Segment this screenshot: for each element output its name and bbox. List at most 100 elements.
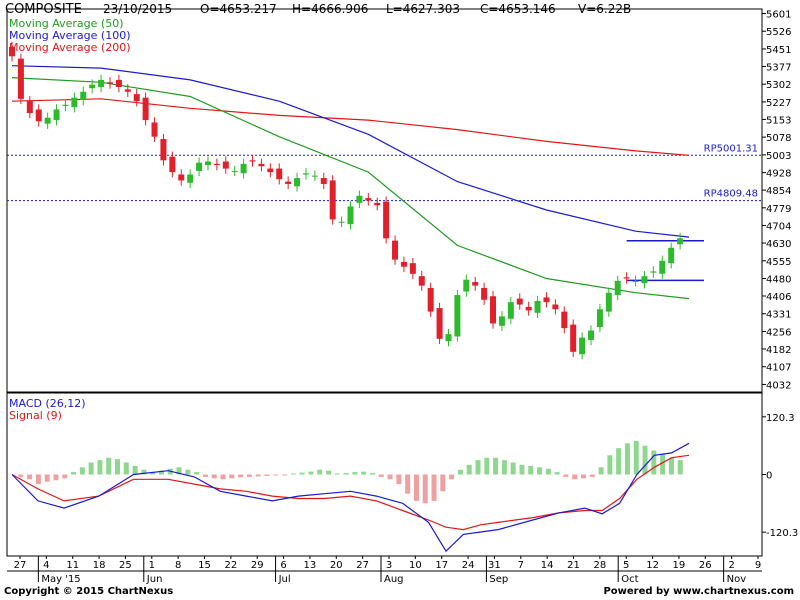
macd-histogram-bar [651, 450, 657, 475]
price-y-tick-label: 4630 [766, 239, 791, 250]
candle-body [26, 101, 33, 114]
header-low: L=4627.303 [386, 2, 460, 16]
candle-body [436, 308, 443, 339]
candle-body [445, 334, 452, 342]
macd-histogram-bar [440, 474, 446, 492]
price-y-tick-label: 5078 [766, 133, 791, 144]
macd-histogram-bar [519, 464, 525, 475]
x-tick-label: 15 [198, 560, 211, 571]
candle-body [178, 174, 185, 181]
macd-histogram-bar [528, 465, 534, 475]
macd-histogram-bar [62, 474, 68, 479]
macd-histogram-bar [88, 462, 94, 475]
macd-histogram-bar [106, 457, 112, 475]
x-tick-label: 29 [251, 560, 264, 571]
x-tick-label: 28 [593, 560, 606, 571]
candle-body [231, 170, 238, 172]
price-y-tick-label: 4256 [766, 327, 791, 338]
macd-histogram-bar [238, 474, 244, 478]
macd-histogram-bar [396, 474, 402, 485]
header-volume: V=6.22B [578, 2, 632, 16]
signal-line [11, 454, 690, 531]
candle-body [338, 221, 345, 223]
macd-histogram-bar [53, 474, 59, 481]
macd-histogram-bar [660, 454, 666, 475]
macd-histogram-bar [563, 474, 569, 477]
macd-histogram-bar [405, 474, 411, 494]
candle-body [98, 79, 105, 88]
candle-body [17, 58, 24, 99]
candle-body [454, 295, 461, 337]
candle-body [80, 91, 87, 101]
candle-body [579, 337, 586, 355]
candle-body [258, 163, 265, 167]
month-label: May '15 [41, 574, 80, 585]
candle-body [650, 271, 657, 273]
header-close: C=4653.146 [480, 2, 556, 16]
macd-histogram-bar [220, 474, 226, 480]
legend-signal: Signal (9) [9, 409, 62, 422]
price-y-tick-label: 5526 [766, 27, 791, 38]
macd-line [11, 442, 690, 553]
candle-body [329, 180, 336, 220]
candle-body [641, 276, 648, 284]
month-label: Nov [727, 574, 747, 585]
candle-body [677, 238, 684, 245]
x-tick-label: 21 [567, 560, 580, 571]
x-tick-label: 25 [119, 560, 132, 571]
price-y-tick-label: 4854 [766, 186, 791, 197]
candle-body [668, 247, 675, 264]
reference-line-label: RP5001.31 [704, 143, 758, 154]
macd-histogram-bar [123, 462, 129, 475]
macd-histogram-bar [431, 474, 437, 501]
candle-body [588, 330, 595, 340]
macd-histogram-bar [642, 445, 648, 475]
price-y-tick-label: 4555 [766, 257, 791, 268]
price-y-tick-label: 4406 [766, 292, 791, 303]
candle-body [276, 168, 283, 180]
macd-histogram-bar [668, 457, 674, 475]
candle-body [383, 201, 390, 239]
macd-histogram-bar [141, 469, 147, 475]
macd-histogram-bar [466, 464, 472, 475]
macd-histogram-bar [554, 472, 560, 475]
price-y-tick-label: 4704 [766, 222, 791, 233]
candle-body [196, 162, 203, 171]
candle-body [213, 163, 220, 166]
macd-histogram-bar [334, 473, 340, 475]
x-tick-label: 5 [623, 560, 629, 571]
candle-body [561, 311, 568, 329]
macd-histogram-bar [176, 467, 182, 475]
candle-body [71, 97, 78, 108]
candle-body [374, 202, 381, 206]
legend-macd: MACD (26,12) [9, 397, 86, 410]
month-label: Jun [146, 574, 163, 585]
candle-body [356, 195, 363, 203]
x-tick-label: 20 [330, 560, 343, 571]
candle-body [302, 173, 309, 175]
price-y-tick-label: 5601 [766, 9, 791, 20]
macd-histogram-bar [229, 474, 235, 479]
x-tick-label: 3 [386, 560, 392, 571]
price-y-tick-label: 5153 [766, 115, 791, 126]
candle-body [472, 282, 479, 286]
candle-body [392, 240, 399, 260]
candle-body [44, 117, 51, 124]
price-y-tick-label: 4928 [766, 169, 791, 180]
macd-histogram-bar [317, 469, 323, 475]
x-tick-label: 8 [175, 560, 181, 571]
macd-histogram-bar [79, 467, 85, 475]
price-y-tick-label: 4032 [766, 380, 791, 391]
header-open: O=4653.217 [200, 2, 277, 16]
macd-histogram-bar [97, 460, 103, 475]
ma200-line [11, 98, 690, 156]
macd-histogram-bar [264, 474, 270, 476]
macd-histogram-bar [378, 474, 384, 477]
candle-body [543, 297, 550, 303]
macd-histogram-bar [71, 472, 77, 475]
candle-body [106, 82, 113, 84]
candle-body [320, 178, 327, 184]
symbol-title: COMPOSITE [5, 2, 82, 17]
legend-ma200: Moving Average (200) [9, 41, 131, 54]
macd-histogram-bar [44, 474, 50, 482]
